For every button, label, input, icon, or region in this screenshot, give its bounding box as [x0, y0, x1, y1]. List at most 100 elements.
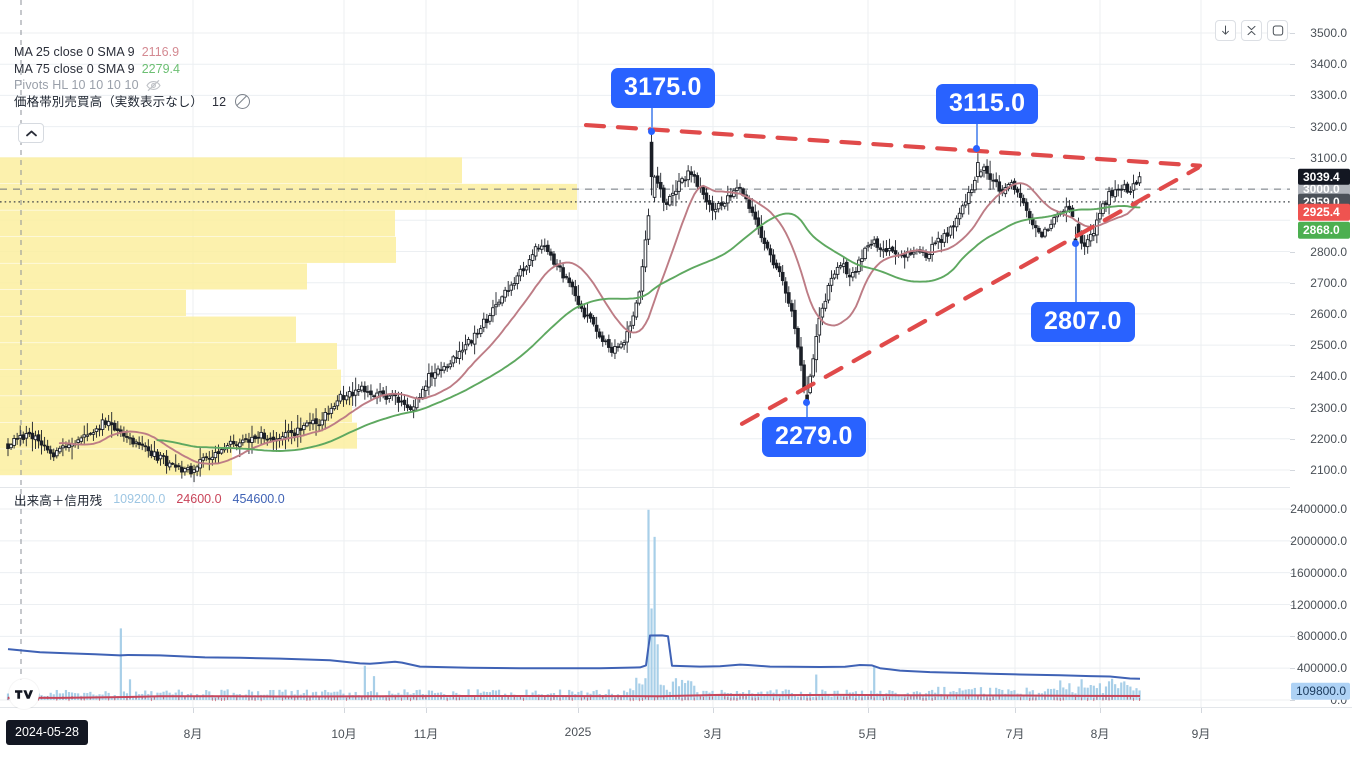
volume-axis-label: 1600000.0 — [1290, 565, 1347, 580]
price-axis-tick — [1290, 64, 1295, 66]
volume-axis-label: 2400000.0 — [1290, 502, 1347, 516]
price-axis-tick — [1290, 345, 1295, 347]
time-axis-label: 8月 — [183, 727, 203, 741]
volume-chart-canvas[interactable] — [0, 489, 1290, 707]
volume-current-tag[interactable]: 109800.0 — [1290, 683, 1350, 700]
price-axis[interactable]: 3500.0 3400.0 3300.0 3200.0 3100.0 2800.0 2700… — [1290, 0, 1352, 707]
price-axis-label: 2200.0 — [1310, 431, 1347, 446]
annotation-stem — [651, 108, 653, 131]
volume-axis-label: 2000000.0 — [1290, 533, 1347, 548]
time-axis-label: 3月 — [703, 727, 723, 741]
price-axis-tick — [1290, 251, 1295, 253]
annotation-label: 3175.0 — [611, 68, 715, 108]
price-axis-label: 2100.0 — [1310, 463, 1347, 477]
volume-value-1: 109200.0 — [113, 492, 166, 507]
volume-axis-label: 800000.0 — [1296, 629, 1347, 644]
chevrons-collapse-icon — [1247, 25, 1256, 36]
annotation-anchor-dot — [803, 399, 810, 406]
volume-axis-label: 1200000.0 — [1290, 597, 1347, 612]
descending-resistance — [583, 122, 1203, 168]
volume-axis-tick — [1290, 604, 1295, 606]
time-axis-label: 2025 — [564, 725, 592, 739]
scroll-to-realtime-button[interactable] — [1215, 20, 1236, 41]
pane-separator[interactable] — [0, 487, 1290, 488]
time-axis-tick — [1100, 708, 1101, 713]
volume-profile-bars — [0, 157, 577, 476]
time-axis-label: 10月 — [331, 727, 357, 741]
ma75-label: MA 75 close 0 SMA 9 — [14, 61, 135, 76]
price-axis-label: 3200.0 — [1310, 119, 1347, 134]
time-axis-tick — [344, 708, 345, 713]
eye-off-icon[interactable] — [145, 79, 161, 92]
price-axis-label: 2500.0 — [1310, 338, 1347, 353]
price-tag-ma25-tag[interactable]: 2925.4 — [1298, 204, 1350, 221]
reset-chart-button[interactable] — [1267, 20, 1288, 41]
price-axis-label: 2700.0 — [1310, 275, 1347, 290]
chart-toolbar — [1215, 20, 1288, 41]
price-axis-tick — [1290, 282, 1295, 284]
price-chart-canvas[interactable] — [0, 0, 1290, 487]
price-axis-tick — [1290, 126, 1295, 128]
price-axis-tick — [1290, 33, 1295, 34]
legend-row-pivots[interactable]: Pivots HL 10 10 10 10 — [14, 77, 250, 94]
volume-value-2: 24600.0 — [176, 492, 222, 507]
time-axis-tick — [713, 708, 714, 713]
time-axis-tick — [868, 708, 869, 713]
time-axis[interactable]: 2024-05-28 8月 10月 11月 2025 3月 5月 7月 8月 9月 — [0, 707, 1352, 761]
volume-axis-label: 400000.0 — [1296, 661, 1347, 676]
volume-value-3: 454600.0 — [232, 492, 285, 507]
price-axis-label: 2300.0 — [1310, 400, 1347, 415]
time-axis-tick — [426, 708, 427, 713]
legend-row-ma25[interactable]: MA 25 close 0 SMA 9 2116.9 — [14, 44, 250, 61]
time-axis-tick — [1015, 708, 1016, 713]
price-axis-label: 2400.0 — [1310, 369, 1347, 384]
price-axis-tick — [1290, 438, 1295, 440]
price-axis-tick — [1290, 157, 1295, 159]
collapse-pane-button[interactable] — [1241, 20, 1262, 41]
legend-row-ma75[interactable]: MA 75 close 0 SMA 9 2279.4 — [14, 61, 250, 78]
annotation-stem — [976, 124, 978, 148]
price-pane-legend: MA 25 close 0 SMA 9 2116.9 MA 75 close 0… — [14, 44, 251, 111]
annotation-label: 2279.0 — [762, 417, 866, 457]
annotation-label: 3115.0 — [936, 84, 1039, 124]
price-axis-tick — [1290, 376, 1295, 378]
volume-axis-tick — [1290, 668, 1295, 670]
price-axis-tick — [1290, 470, 1295, 471]
time-axis-label: 9月 — [1191, 727, 1211, 741]
price-axis-label: 3300.0 — [1310, 88, 1347, 103]
margin-buy-line — [7, 634, 1141, 680]
tradingview-logo-icon — [14, 689, 33, 699]
time-axis-label: 11月 — [413, 727, 439, 741]
legend-row-volume[interactable]: 出来高＋信用残 109200.0 24600.0 454600.0 — [14, 491, 285, 508]
volume-axis-tick — [1290, 509, 1295, 510]
price-axis-tick — [1290, 95, 1295, 97]
price-axis-label: 3100.0 — [1310, 150, 1347, 165]
annotation-swing-high-2025-jan[interactable]: 3175.0 — [611, 68, 715, 135]
reset-chart-icon — [1272, 25, 1283, 36]
ma25-value: 2116.9 — [141, 45, 180, 59]
no-data-icon[interactable] — [235, 94, 251, 110]
chevron-up-icon — [25, 130, 37, 136]
ma25-label: MA 25 close 0 SMA 9 — [14, 45, 135, 59]
annotation-swing-low-2025-apr[interactable]: 2279.0 — [762, 399, 866, 457]
legend-row-volume-profile[interactable]: 価格帯別売買高（実数表示なし） 12 — [14, 94, 251, 111]
time-axis-tick — [578, 708, 579, 713]
tradingview-logo[interactable] — [9, 679, 39, 709]
annotation-swing-high-2025-jun[interactable]: 3115.0 — [936, 84, 1039, 152]
volume-legend-title: 出来高＋信用残 — [14, 493, 103, 508]
annotation-pullback-low-2025-aug[interactable]: 2807.0 — [1031, 240, 1135, 342]
price-tag-last-price[interactable]: 3039.4 — [1298, 168, 1350, 186]
margin-sell-line — [7, 693, 1141, 699]
price-axis-label: 3400.0 — [1310, 57, 1347, 72]
annotation-anchor-dot — [648, 128, 655, 135]
volume-pane[interactable] — [0, 489, 1290, 707]
volume-axis-tick — [1290, 636, 1295, 638]
annotation-anchor-dot — [1072, 240, 1079, 247]
volume-axis-tick — [1290, 572, 1295, 574]
ma75-value: 2279.4 — [141, 61, 180, 76]
price-tag-ma75-tag[interactable]: 2868.0 — [1298, 222, 1350, 239]
time-axis-tick — [1201, 708, 1202, 713]
price-axis-tick — [1290, 407, 1295, 409]
volume-pane-legend: 出来高＋信用残 109200.0 24600.0 454600.0 — [14, 491, 285, 508]
pane-collapse-button[interactable] — [18, 123, 44, 143]
